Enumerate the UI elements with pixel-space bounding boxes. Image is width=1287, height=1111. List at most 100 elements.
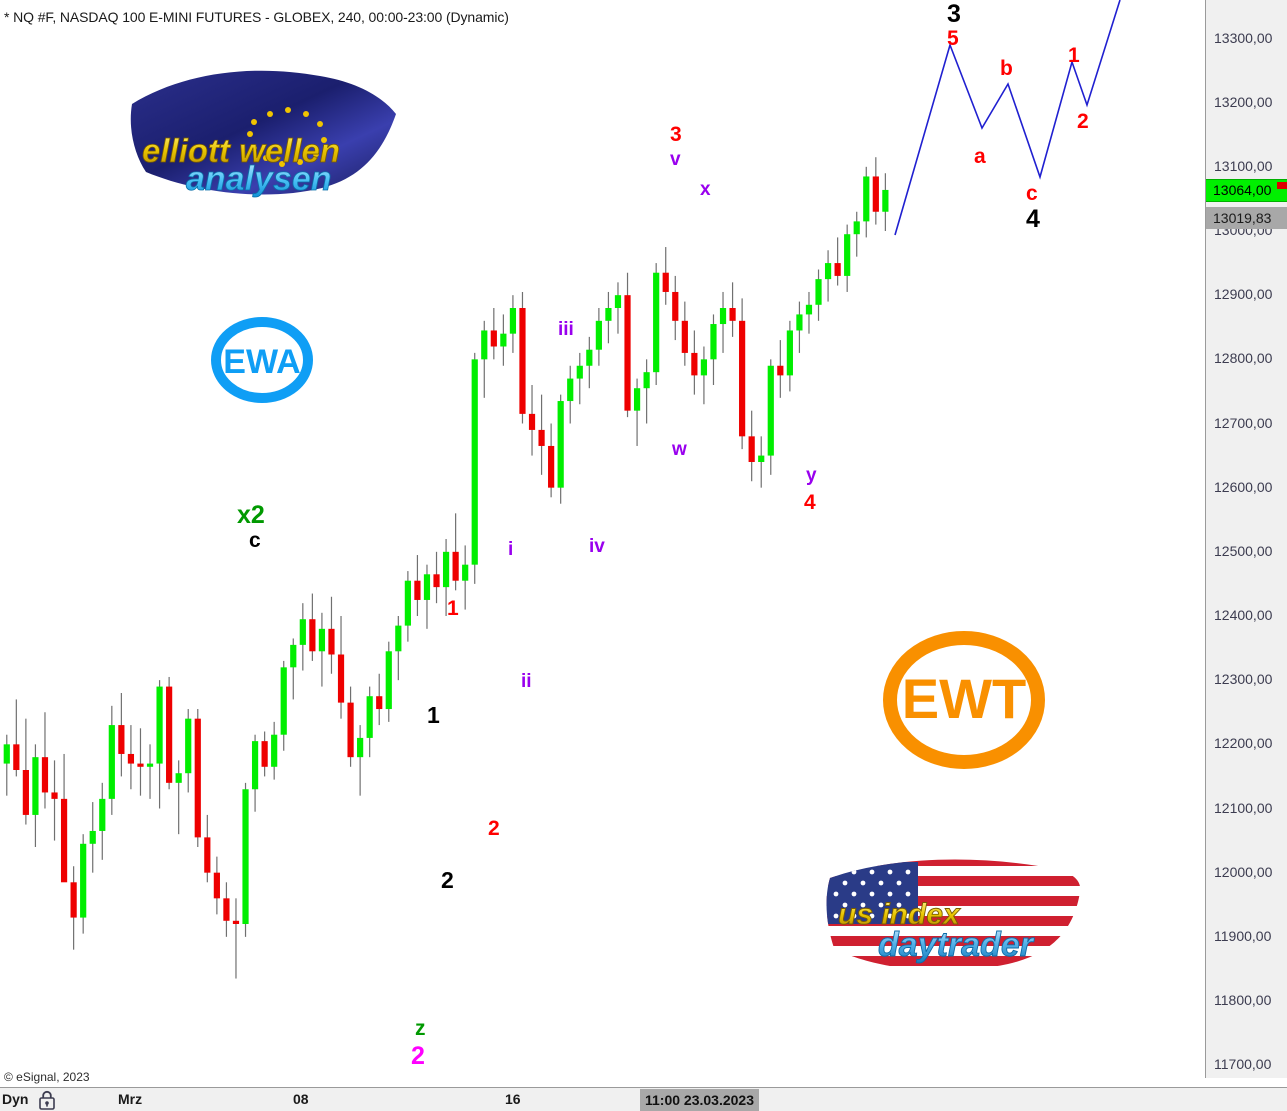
candle-up [567, 378, 574, 402]
price-tick: 11700,00 [1214, 1056, 1272, 1073]
copyright-notice: © eSignal, 2023 [4, 1070, 90, 1084]
candle-up [643, 372, 650, 389]
price-tick: 13200,00 [1214, 93, 1273, 110]
candle-up [500, 333, 507, 347]
price-tick: 12800,00 [1214, 350, 1273, 367]
wave-label-2-black: 2 [441, 867, 454, 893]
candle-up [423, 574, 431, 600]
candle-up [299, 619, 306, 645]
candle-down [60, 798, 68, 883]
candle-up [481, 330, 488, 360]
candle-up [290, 644, 297, 668]
price-tick: 13300,00 [1214, 29, 1273, 46]
time-axis[interactable]: Dyn 11:00 23.03.2023 Mrz 08 16 [0, 1087, 1287, 1111]
candle-down [777, 365, 784, 376]
wave-label-1-black: 1 [427, 702, 440, 728]
price-tick: 12100,00 [1214, 799, 1273, 816]
price-axis[interactable]: 13300,00 13200,00 13100,00 13000,00 12900,00… [1205, 0, 1287, 1078]
candle-up [146, 763, 154, 767]
wave-label-a-red: a [974, 145, 986, 168]
candle-down [414, 580, 421, 600]
candle-up [357, 737, 364, 758]
time-tick: 16 [505, 1091, 521, 1107]
wave-label-1-red: 1 [447, 597, 459, 620]
candle-down [548, 445, 555, 488]
candle-down [223, 898, 230, 921]
wave-label-1-red-proj: 1 [1068, 44, 1080, 67]
candle-down [328, 628, 335, 655]
candle-up [557, 401, 564, 488]
candle-up [175, 773, 182, 783]
candle-down [127, 753, 135, 764]
candle-up [767, 365, 774, 456]
candle-down [13, 744, 20, 770]
candle-down [166, 686, 173, 783]
prev-close-tag: 13019,83 [1206, 207, 1287, 230]
usidt-line1: us index [838, 898, 961, 931]
ewt-logo-text: EWT [902, 667, 1026, 730]
candle-up [442, 551, 450, 588]
candle-down [194, 718, 201, 838]
candle-up [853, 221, 860, 235]
candle-down [691, 352, 698, 376]
candlestick-svg [3, 0, 1121, 979]
candle-down [528, 413, 536, 430]
candle-up [805, 304, 813, 315]
wave-label-3-red: 3 [670, 123, 682, 146]
price-tick: 12900,00 [1214, 286, 1273, 303]
candle-up [576, 365, 583, 379]
candle-down [872, 176, 879, 212]
candle-down [70, 882, 77, 918]
candle-up [318, 628, 326, 652]
candle-down [748, 436, 755, 462]
last-price-tag: 13064,00 [1206, 178, 1287, 202]
time-tick: Mrz [118, 1091, 143, 1107]
candle-down [834, 263, 841, 276]
wave-label-4-black: 4 [1026, 205, 1040, 233]
candle-up [815, 279, 822, 305]
candle-up [786, 330, 793, 376]
candle-down [118, 725, 125, 754]
wave-label-2-red-proj: 2 [1077, 110, 1089, 133]
wave-label-2-magenta: 2 [411, 1042, 425, 1070]
candle-down [137, 763, 144, 767]
elliott-wellen-analysen-logo: elliott wellen analysen [124, 62, 406, 198]
wave-label-w-purple: w [672, 439, 687, 460]
price-tick: 12700,00 [1214, 414, 1273, 431]
candle-down [739, 320, 746, 437]
price-tick: 11800,00 [1214, 992, 1272, 1008]
candle-down [662, 272, 669, 292]
candle-up [633, 388, 641, 411]
candle-down [672, 291, 679, 321]
candle-down [519, 308, 526, 414]
candle-up [89, 830, 96, 844]
candle-up [395, 625, 402, 652]
lock-icon[interactable] [38, 1090, 56, 1110]
candle-down [309, 619, 316, 652]
candle-up [471, 359, 478, 565]
candle-down [51, 792, 58, 799]
price-tick: 12400,00 [1214, 607, 1273, 623]
candle-up [614, 295, 622, 308]
us-flag-shape [826, 859, 1081, 971]
ewa-logo: EWA [208, 316, 316, 404]
eu-flag-shape [130, 70, 396, 195]
wave-label-i-purple: i [508, 539, 514, 560]
wave-label-c-black: c [249, 529, 261, 552]
candle-up [710, 324, 717, 360]
wave-label-y-purple: y [806, 465, 817, 486]
candle-up [700, 359, 708, 376]
candle-down [261, 741, 268, 767]
candle-up [509, 308, 517, 334]
candle-up [404, 580, 411, 626]
chart-plot-area[interactable] [0, 0, 1205, 1078]
candle-up [108, 725, 115, 799]
candle-down [376, 696, 383, 710]
candle-up [462, 564, 469, 581]
usidt-line2: daytrader [878, 926, 1035, 964]
candle-up [719, 308, 727, 325]
candle-up [32, 757, 39, 815]
wave-label-v-purple: v [670, 149, 681, 170]
last-price-marker [1277, 182, 1287, 189]
